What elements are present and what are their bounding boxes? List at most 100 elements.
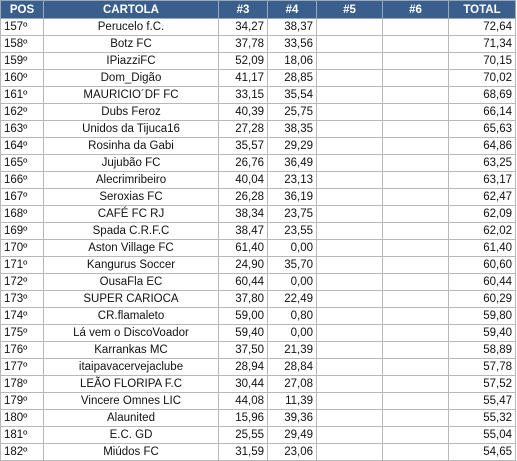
cell-round-4: 22,49 xyxy=(267,290,317,308)
cell-round-6 xyxy=(382,171,449,189)
cell-total: 60,44 xyxy=(448,273,516,291)
cell-round-3: 40,39 xyxy=(218,103,268,121)
cell-cartola: MAURICIO´DF FC xyxy=(43,86,219,104)
cell-pos: 174º xyxy=(0,307,44,325)
cell-round-5 xyxy=(316,120,383,138)
table-row: 159º IPiazziFC 52,09 18,06 70,15 xyxy=(0,52,516,70)
cell-round-3: 27,28 xyxy=(218,120,268,138)
cell-total: 57,52 xyxy=(448,375,516,393)
cell-round-4: 18,06 xyxy=(267,52,317,70)
cell-total: 61,40 xyxy=(448,239,516,257)
cell-round-3: 28,94 xyxy=(218,358,268,376)
cell-round-5 xyxy=(316,188,383,206)
cell-round-4: 23,55 xyxy=(267,222,317,240)
cell-round-3: 61,40 xyxy=(218,239,268,257)
header-round-5: #5 xyxy=(316,0,383,19)
cell-round-6 xyxy=(382,324,449,342)
cell-round-5 xyxy=(316,307,383,325)
table-row: 164º Rosinha da Gabi 35,57 29,29 64,86 xyxy=(0,137,516,155)
cell-round-5 xyxy=(316,18,383,36)
cell-round-3: 37,80 xyxy=(218,290,268,308)
cell-round-5 xyxy=(316,409,383,427)
table-row: 163º Unidos da Tijuca16 27,28 38,35 65,63 xyxy=(0,120,516,138)
table-row: 168º CAFÉ FC RJ 38,34 23,75 62,09 xyxy=(0,205,516,223)
cell-round-5 xyxy=(316,137,383,155)
cell-cartola: Dubs Feroz xyxy=(43,103,219,121)
cell-round-5 xyxy=(316,358,383,376)
cell-round-3: 26,76 xyxy=(218,154,268,172)
cell-total: 60,60 xyxy=(448,256,516,274)
cell-round-5 xyxy=(316,375,383,393)
table-row: 161º MAURICIO´DF FC 33,15 35,54 68,69 xyxy=(0,86,516,104)
cell-round-4: 36,19 xyxy=(267,188,317,206)
cell-round-3: 44,08 xyxy=(218,392,268,410)
cell-total: 65,63 xyxy=(448,120,516,138)
cell-round-6 xyxy=(382,290,449,308)
cell-round-6 xyxy=(382,137,449,155)
cell-round-6 xyxy=(382,375,449,393)
cell-total: 59,80 xyxy=(448,307,516,325)
cell-round-6 xyxy=(382,188,449,206)
cell-round-5 xyxy=(316,239,383,257)
table-row: 178º LEÃO FLORIPA F.C 30,44 27,08 57,52 xyxy=(0,375,516,393)
cell-cartola: CAFÉ FC RJ xyxy=(43,205,219,223)
cell-round-5 xyxy=(316,154,383,172)
cell-cartola: LEÃO FLORIPA F.C xyxy=(43,375,219,393)
cell-round-5 xyxy=(316,256,383,274)
header-pos: POS xyxy=(0,0,44,19)
cell-round-5 xyxy=(316,205,383,223)
cell-round-6 xyxy=(382,120,449,138)
cell-pos: 179º xyxy=(0,392,44,410)
cell-pos: 163º xyxy=(0,120,44,138)
cell-total: 62,47 xyxy=(448,188,516,206)
cell-round-4: 39,36 xyxy=(267,409,317,427)
cell-round-3: 38,47 xyxy=(218,222,268,240)
cell-round-3: 40,04 xyxy=(218,171,268,189)
cell-round-4: 0,00 xyxy=(267,324,317,342)
cell-round-3: 41,17 xyxy=(218,69,268,87)
header-round-4: #4 xyxy=(267,0,317,19)
cell-cartola: Jujubão FC xyxy=(43,154,219,172)
cell-pos: 159º xyxy=(0,52,44,70)
cell-round-5 xyxy=(316,324,383,342)
header-round-3: #3 xyxy=(218,0,268,19)
cell-round-4: 28,84 xyxy=(267,358,317,376)
cell-round-5 xyxy=(316,443,383,461)
table-row: 171º Kangurus Soccer 24,90 35,70 60,60 xyxy=(0,256,516,274)
cell-round-3: 15,96 xyxy=(218,409,268,427)
cell-pos: 177º xyxy=(0,358,44,376)
cell-round-3: 37,78 xyxy=(218,35,268,53)
cell-cartola: OusaFla EC xyxy=(43,273,219,291)
cell-round-5 xyxy=(316,52,383,70)
cell-round-3: 59,00 xyxy=(218,307,268,325)
cell-round-6 xyxy=(382,256,449,274)
cell-pos: 160º xyxy=(0,69,44,87)
cell-pos: 178º xyxy=(0,375,44,393)
cell-cartola: itaipavacervejaclube xyxy=(43,358,219,376)
cell-total: 54,65 xyxy=(448,443,516,461)
cell-total: 62,09 xyxy=(448,205,516,223)
cell-pos: 169º xyxy=(0,222,44,240)
cell-cartola: Miúdos FC xyxy=(43,443,219,461)
cell-total: 55,47 xyxy=(448,392,516,410)
cell-round-5 xyxy=(316,273,383,291)
cell-round-3: 34,27 xyxy=(218,18,268,36)
table-row: 169º Spada C.R.F.C 38,47 23,55 62,02 xyxy=(0,222,516,240)
table-row: 179º Vincere Omnes LIC 44,08 11,39 55,47 xyxy=(0,392,516,410)
cell-pos: 170º xyxy=(0,239,44,257)
cell-round-6 xyxy=(382,273,449,291)
cell-round-5 xyxy=(316,69,383,87)
cell-total: 57,78 xyxy=(448,358,516,376)
cell-round-4: 23,06 xyxy=(267,443,317,461)
cell-pos: 166º xyxy=(0,171,44,189)
cell-pos: 175º xyxy=(0,324,44,342)
cell-total: 62,02 xyxy=(448,222,516,240)
cell-cartola: CR.flamaleto xyxy=(43,307,219,325)
cell-round-4: 21,39 xyxy=(267,341,317,359)
cell-pos: 176º xyxy=(0,341,44,359)
cell-round-5 xyxy=(316,171,383,189)
table-row: 170º Aston Village FC 61,40 0,00 61,40 xyxy=(0,239,516,257)
table-row: 166º Alecrimribeiro 40,04 23,13 63,17 xyxy=(0,171,516,189)
table-row: 157º Perucelo f.C. 34,27 38,37 72,64 xyxy=(0,18,516,36)
cell-cartola: SUPER CARIOCA xyxy=(43,290,219,308)
